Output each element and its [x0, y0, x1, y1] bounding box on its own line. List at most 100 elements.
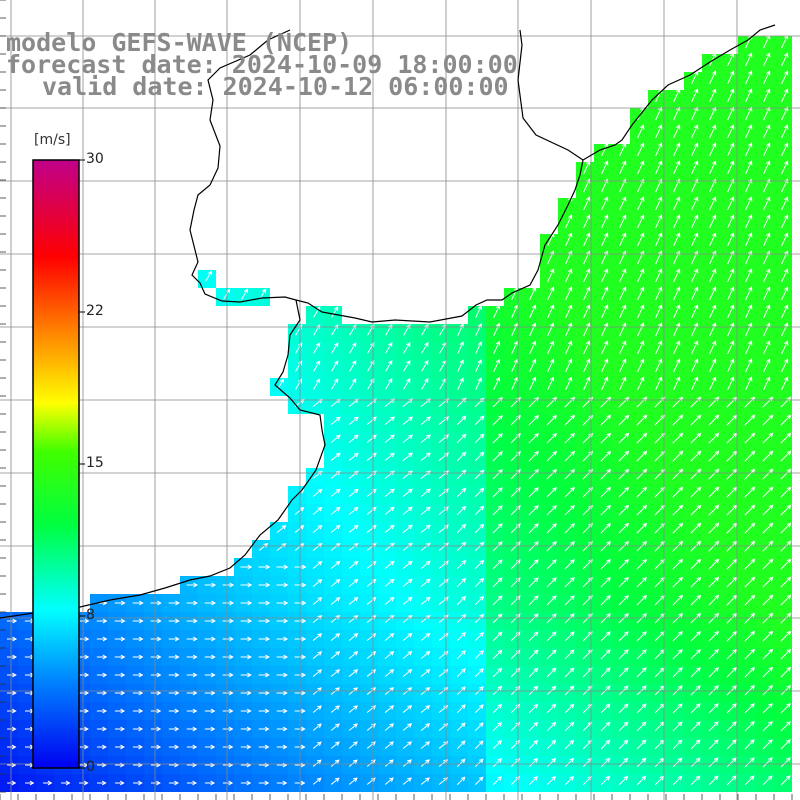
wind-arrow — [744, 630, 756, 642]
wind-arrow — [636, 414, 648, 426]
wind-arrow — [456, 668, 466, 678]
wind-arrow — [204, 618, 216, 624]
wind-arrow — [348, 452, 359, 462]
wind-arrow — [726, 685, 737, 696]
wind-arrow — [708, 522, 720, 534]
wind-arrow — [601, 340, 609, 355]
wind-arrow — [168, 780, 179, 786]
wind-arrow — [150, 726, 162, 732]
wind-arrow — [384, 416, 395, 426]
wind-arrow — [114, 780, 125, 786]
wind-arrow — [763, 340, 771, 355]
wind-arrow — [492, 577, 503, 588]
wind-arrow — [546, 487, 557, 498]
wind-arrow — [420, 596, 431, 606]
wind-arrow — [240, 636, 253, 642]
wind-arrow — [295, 342, 303, 354]
wind-arrow — [726, 558, 738, 570]
wind-arrow — [672, 775, 683, 786]
wind-arrow — [546, 414, 558, 426]
wind-arrow — [672, 522, 684, 534]
wind-arrow — [132, 618, 144, 624]
wind-arrow — [727, 52, 735, 67]
wind-arrow — [565, 214, 573, 229]
wind-arrow — [420, 650, 431, 660]
wind-arrow — [727, 160, 735, 175]
wind-arrow — [690, 757, 701, 768]
wind-arrow — [78, 618, 90, 624]
wind-arrow — [763, 322, 771, 337]
wind-arrow — [655, 268, 663, 283]
wind-arrow — [690, 685, 701, 696]
wind-arrow — [312, 506, 323, 516]
wind-arrow — [330, 651, 341, 659]
wind-arrow — [762, 450, 774, 462]
wind-arrow — [636, 576, 648, 588]
wind-arrow — [672, 649, 683, 660]
wind-arrow — [637, 358, 645, 373]
wind-arrow — [529, 322, 537, 337]
wind-arrow — [150, 654, 162, 660]
wind-arrow — [349, 342, 357, 354]
wind-arrow — [655, 142, 663, 157]
wind-arrow — [618, 450, 630, 462]
wind-arrow — [744, 414, 756, 426]
wind-arrow — [762, 666, 774, 678]
wind-arrow — [114, 654, 126, 660]
wind-arrow — [709, 358, 717, 373]
wind-arrow — [726, 486, 738, 498]
wind-arrow — [781, 106, 789, 121]
wind-arrow — [510, 541, 521, 552]
wind-arrow — [619, 160, 627, 175]
wind-arrow — [240, 600, 253, 606]
wind-arrow — [402, 488, 413, 498]
wind-arrow — [528, 703, 539, 714]
wind-arrow — [510, 595, 521, 606]
wind-arrow — [510, 523, 521, 534]
wind-arrow — [690, 667, 701, 678]
wind-arrow — [763, 124, 771, 139]
wind-arrow — [744, 739, 755, 750]
wind-arrow — [43, 780, 53, 786]
wind-arrow — [655, 340, 663, 355]
wind-arrow — [690, 414, 702, 426]
wind-arrow — [546, 757, 557, 768]
wind-arrow — [600, 450, 612, 462]
wind-arrow — [601, 376, 609, 391]
wind-arrow — [402, 650, 413, 660]
wind-arrow — [600, 577, 611, 588]
wind-arrow — [690, 450, 702, 462]
wind-arrow — [565, 286, 573, 301]
wind-arrow — [384, 705, 395, 713]
wind-arrow — [402, 669, 413, 677]
wind-arrow — [97, 780, 107, 786]
wind-arrow — [528, 649, 539, 660]
wind-arrow — [529, 340, 537, 355]
wind-arrow — [438, 524, 449, 534]
wind-arrow — [583, 322, 591, 337]
wind-arrow — [780, 703, 791, 714]
wind-arrow — [744, 468, 756, 480]
wind-arrow — [546, 469, 557, 480]
wind-arrow — [384, 434, 395, 444]
wind-arrow — [204, 726, 216, 732]
wind-arrow — [474, 758, 484, 768]
wind-arrow — [474, 415, 485, 426]
wind-arrow — [781, 124, 789, 139]
wind-arrow — [744, 522, 756, 534]
wind-arrow — [168, 744, 180, 750]
wind-arrow — [492, 415, 503, 426]
wind-arrow — [349, 378, 357, 390]
wind-arrow — [618, 468, 630, 480]
wind-arrow — [456, 433, 467, 444]
wind-arrow — [402, 632, 413, 642]
wind-arrow — [420, 452, 431, 462]
wind-arrow — [709, 214, 717, 229]
wind-arrow — [403, 341, 411, 354]
wind-arrow — [330, 506, 341, 516]
wind-arrow — [96, 636, 108, 642]
wind-arrow — [708, 414, 720, 426]
wind-arrow — [655, 124, 663, 139]
wind-arrow — [258, 708, 270, 714]
